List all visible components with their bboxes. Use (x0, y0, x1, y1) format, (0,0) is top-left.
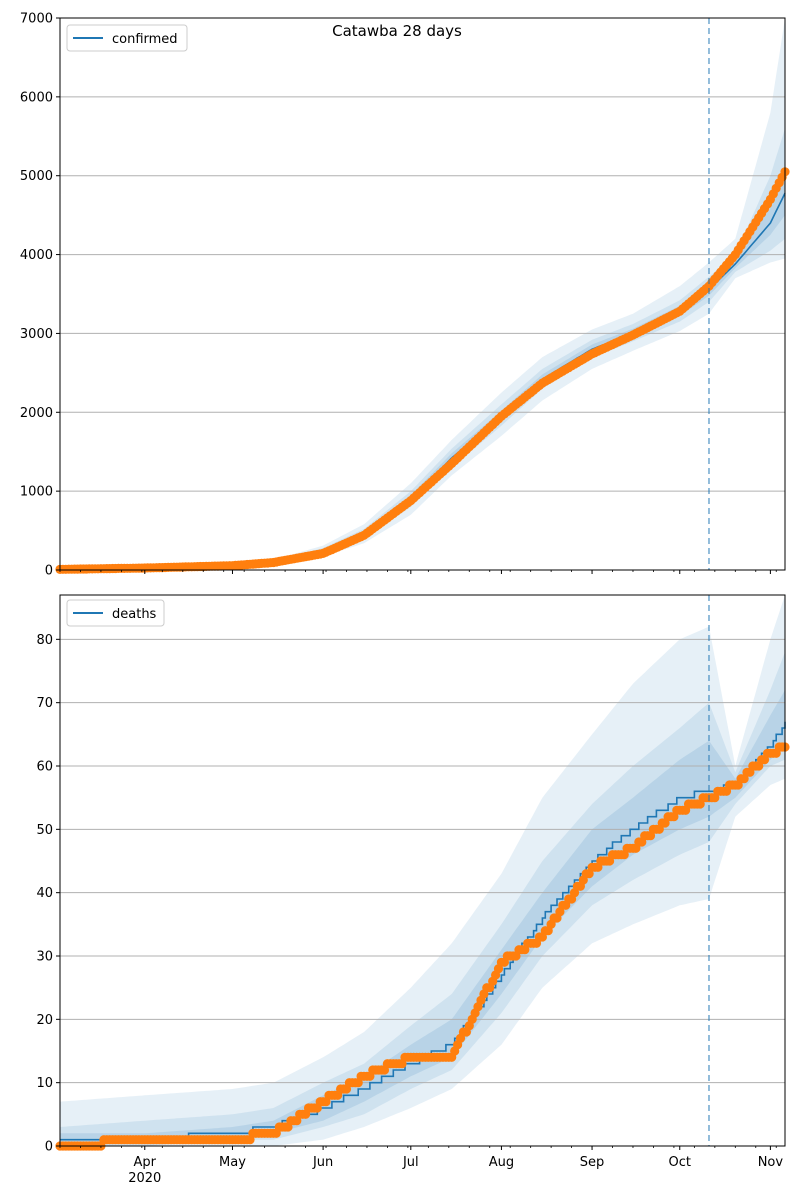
y-tick-label: 7000 (20, 12, 53, 27)
confidence-band-1 (60, 595, 785, 1146)
x-tick-label: Sep (580, 1155, 605, 1170)
legend-deaths: deaths (66, 599, 165, 627)
series-line-deaths (60, 721, 786, 1141)
y-ticks-confirmed: 0 1000 2000 3000 4000 5000 6000 7000 (20, 12, 60, 579)
x-ticks-confirmed (59, 570, 777, 574)
x-tick-label: Apr (134, 1155, 157, 1170)
markers-deaths (55, 742, 790, 1151)
y-tick-label: 40 (36, 886, 53, 901)
y-tick-label: 60 (36, 760, 53, 775)
x-tick-label: May (219, 1155, 246, 1170)
legend-label-confirmed: confirmed (112, 32, 178, 47)
y-tick-label: 5000 (20, 169, 53, 184)
y-tick-label: 4000 (20, 248, 53, 263)
legend-box (66, 599, 165, 627)
y-tick-label: 80 (36, 633, 53, 648)
y-tick-label: 30 (36, 950, 53, 965)
x-tick-label: Aug (489, 1155, 514, 1170)
x-tick-label: Jul (402, 1155, 419, 1170)
plot-area-confirmed (60, 18, 785, 570)
confidence-band-2 (60, 128, 785, 570)
confidence-band-2 (60, 652, 785, 1146)
legend-confirmed: confirmed (66, 24, 188, 52)
lines-deaths (60, 721, 786, 1141)
markers-confirmed (55, 167, 790, 575)
y-tick-label: 10 (36, 1076, 53, 1091)
x-tick-sublabel: 2020 (128, 1171, 161, 1186)
y-tick-label: 0 (45, 564, 53, 579)
y-ticks-deaths: 0 10 20 30 40 50 60 70 80 (36, 633, 60, 1155)
axes-frame-confirmed (59, 17, 786, 571)
y-tick-label: 6000 (20, 90, 53, 105)
x-tick-label: Nov (758, 1155, 784, 1170)
panel-confirmed: 0 1000 2000 3000 4000 5000 6000 7000 Catawba 28… (20, 12, 790, 579)
y-tick-label: 1000 (20, 485, 53, 500)
axes-frame-deaths (59, 594, 786, 1147)
grid-deaths (60, 638, 785, 1084)
legend-label-deaths: deaths (112, 607, 157, 622)
y-tick-label: 0 (45, 1140, 53, 1155)
y-tick-label: 20 (36, 1013, 53, 1028)
y-tick-label: 3000 (20, 327, 53, 342)
legend-box (66, 24, 188, 52)
y-tick-label: 50 (36, 823, 53, 838)
x-tick-label: Oct (669, 1155, 691, 1170)
chart-title: Catawba 28 days (332, 22, 462, 40)
y-tick-label: 2000 (20, 406, 53, 421)
y-tick-label: 70 (36, 696, 53, 711)
x-tick-label: Jun (312, 1155, 333, 1170)
